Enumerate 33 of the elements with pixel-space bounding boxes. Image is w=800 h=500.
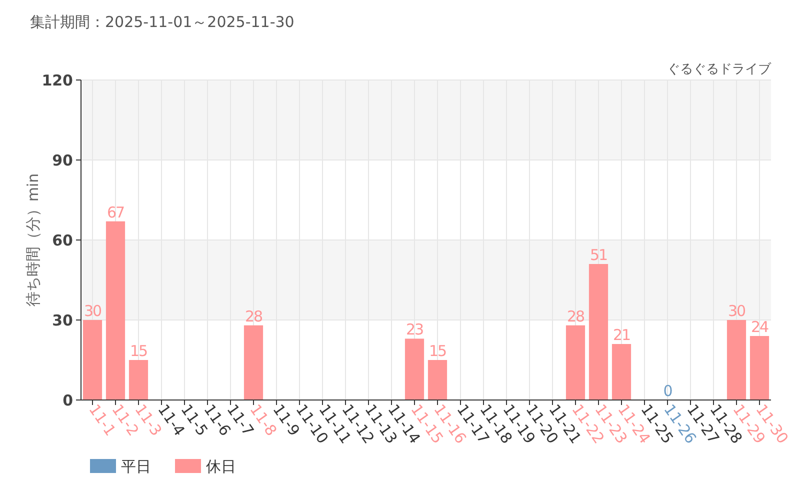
y-tick-label: 120 xyxy=(42,71,73,90)
data-label: 15 xyxy=(130,342,148,360)
data-label: 51 xyxy=(590,246,608,264)
legend-label: 平日 xyxy=(121,457,151,476)
data-label: 67 xyxy=(106,203,124,222)
data-label: 15 xyxy=(428,342,446,360)
y-axis-title: 待ち時間（分）min xyxy=(24,173,42,307)
y-tick-label: 30 xyxy=(52,311,73,330)
chart-subtitle: ぐるぐるドライブ xyxy=(667,62,772,77)
data-label: 21 xyxy=(612,326,630,344)
data-label: 23 xyxy=(406,320,424,339)
data-label: 28 xyxy=(566,307,584,326)
data-label: 30 xyxy=(728,302,746,320)
y-tick-label: 90 xyxy=(52,151,73,170)
y-tick-label: 0 xyxy=(62,391,73,410)
data-label: 0 xyxy=(663,382,672,400)
bar xyxy=(612,344,632,400)
bar xyxy=(404,338,424,400)
y-tick-label: 60 xyxy=(52,231,73,250)
bar xyxy=(750,336,770,400)
bar xyxy=(244,325,264,400)
bar xyxy=(128,360,148,400)
data-label: 28 xyxy=(244,307,262,326)
bar xyxy=(428,360,448,400)
data-label: 30 xyxy=(84,302,102,320)
chart-title: 集計期間：2025-11-01～2025-11-30 xyxy=(30,13,294,31)
data-label: 24 xyxy=(750,318,768,336)
bar xyxy=(566,325,586,400)
legend-label: 休日 xyxy=(206,457,236,476)
bar xyxy=(82,320,102,400)
bar xyxy=(726,320,746,400)
bar xyxy=(106,221,126,400)
bar xyxy=(588,264,608,400)
